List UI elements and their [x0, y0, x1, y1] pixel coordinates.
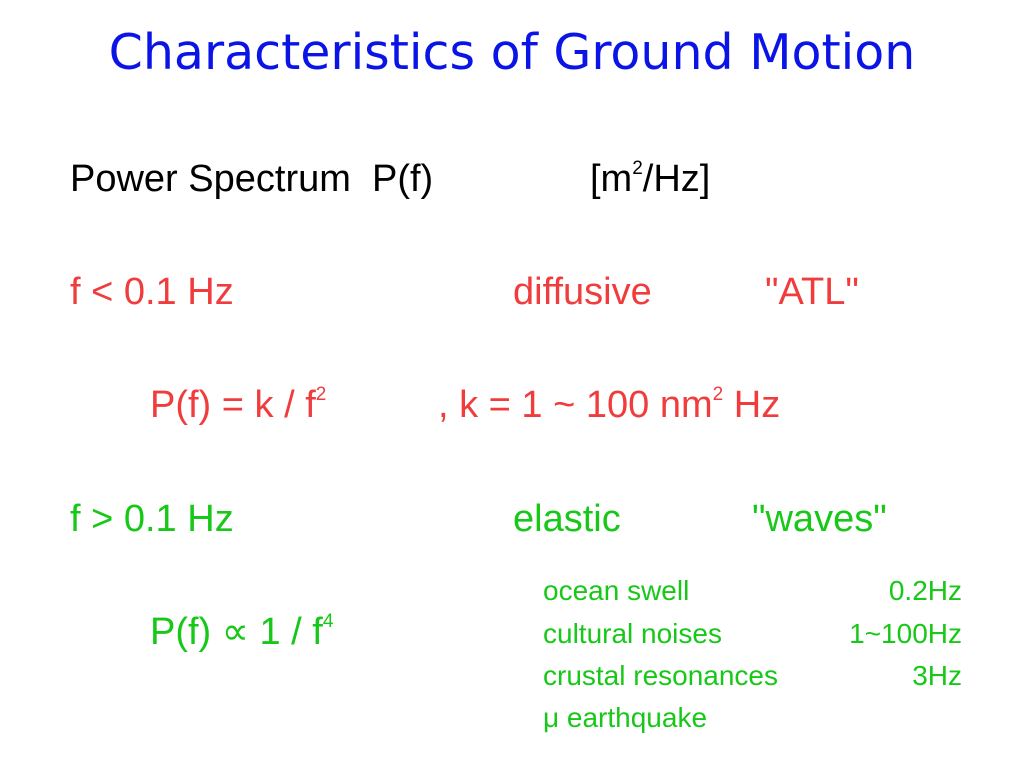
source-name: crustal resonances — [543, 660, 779, 691]
unit-end: /Hz] — [642, 158, 711, 200]
header-label: Power Spectrum P(f) — [70, 158, 434, 200]
constant-unit: Hz — [723, 384, 781, 426]
constant-text: , k = 1 ~ 100 nm — [438, 384, 713, 426]
formula-sup: 4 — [322, 610, 334, 632]
unit: [m — [590, 158, 633, 200]
constant: , k = 1 ~ 100 nm2 Hz — [438, 383, 781, 426]
regime: diffusive — [513, 271, 652, 313]
condition: f > 0.1 Hz — [70, 498, 234, 540]
formula-sup: 2 — [315, 383, 327, 405]
formula: P(f) ∝ 1 / f4 — [150, 610, 334, 653]
title: Characteristics of Ground Motion — [108, 24, 916, 81]
regime-name: "waves" — [752, 498, 887, 540]
source-frequency: 1~100Hz — [849, 618, 962, 649]
constant-sup: 2 — [712, 383, 724, 405]
source-frequency: 3Hz — [912, 660, 962, 691]
source-frequency: 0.2Hz — [888, 575, 962, 606]
unit-sup: 2 — [632, 157, 643, 179]
source-name: μ earthquake — [543, 702, 708, 733]
header-unit: [m2/Hz] — [590, 157, 711, 200]
condition: f < 0.1 Hz — [70, 271, 234, 313]
formula-text: P(f) = k / f — [150, 384, 316, 426]
regime: elastic — [513, 498, 621, 540]
source-name: cultural noises — [543, 618, 722, 649]
formula: P(f) = k / f2 — [150, 383, 327, 426]
formula-text: P(f) ∝ 1 / f — [150, 611, 323, 653]
source-name: ocean swell — [543, 575, 690, 606]
regime-name: "ATL" — [765, 271, 859, 313]
